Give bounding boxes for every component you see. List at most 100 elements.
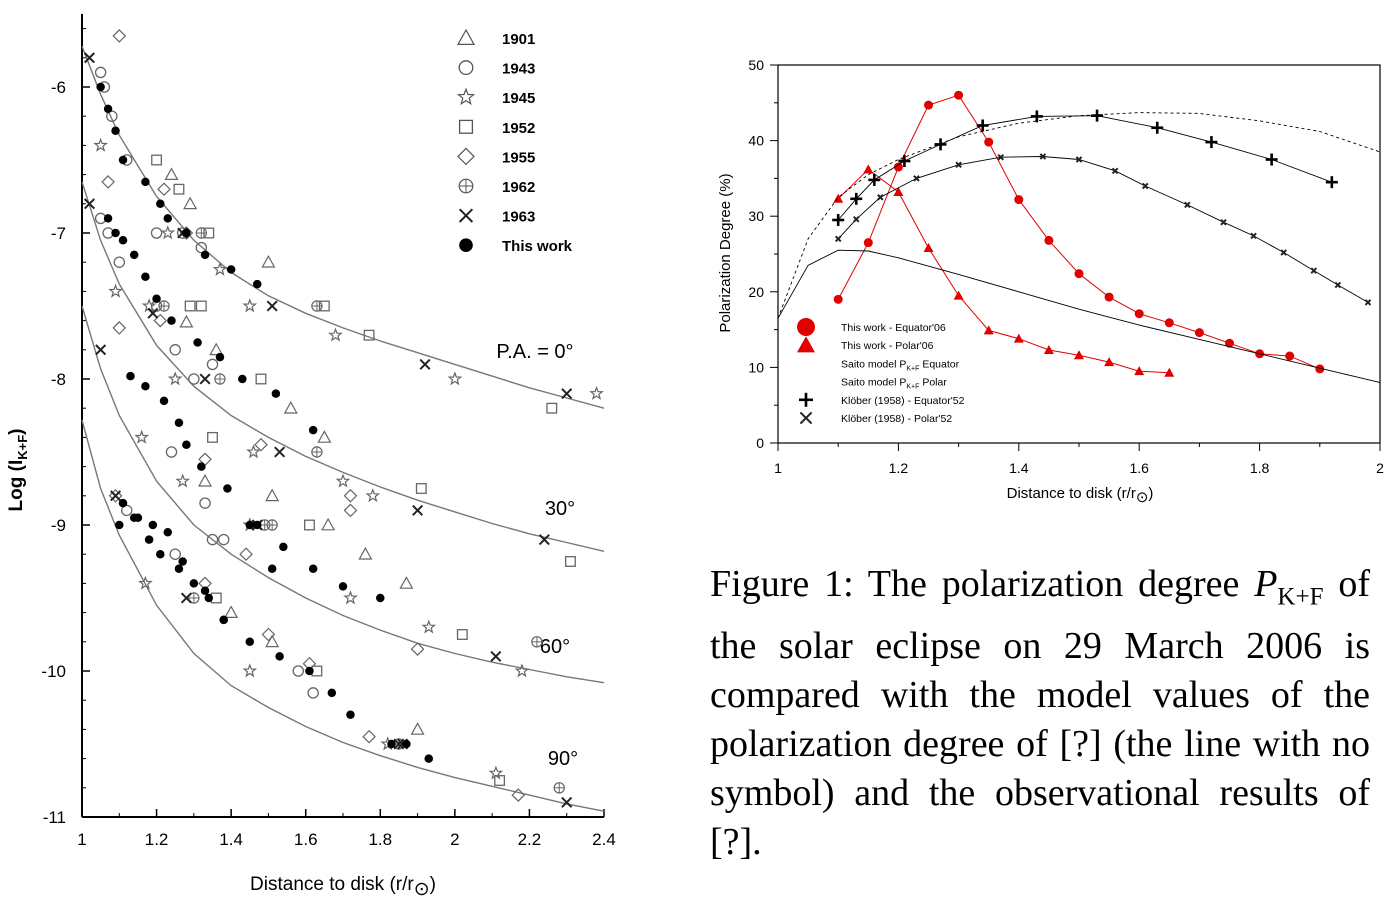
series-point (953, 290, 964, 300)
right-y-tick-label: 10 (748, 359, 764, 375)
right-y-tick-label: 30 (748, 208, 764, 224)
legend-marker (458, 208, 474, 223)
data-point (209, 342, 224, 356)
legend-marker (456, 87, 476, 106)
data-point (308, 425, 318, 435)
data-point (96, 82, 105, 92)
data-point (589, 385, 604, 400)
data-point (346, 710, 355, 720)
series-point (1225, 338, 1234, 348)
data-point (399, 576, 414, 589)
series-point (1104, 292, 1114, 302)
data-point (111, 228, 120, 238)
series-point (1184, 201, 1191, 209)
data-point (141, 382, 150, 391)
series-point (924, 100, 933, 110)
data-point (138, 575, 153, 590)
data-point (115, 520, 124, 530)
data-point (303, 519, 315, 531)
data-point (255, 373, 267, 385)
legend-label: Klöber (1958) - Polar'52 (841, 413, 952, 425)
right-x-ticks: 1 1.2 1.4 1.6 1.8 2 (774, 443, 1384, 476)
data-point (126, 371, 135, 381)
data-point (261, 627, 276, 642)
data-point (424, 754, 434, 763)
left-legend: 1901 1943 1945 1952 1955 1962 1963 This work (456, 28, 573, 255)
data-point (182, 440, 191, 449)
legend-label: 1955 (502, 149, 535, 166)
left-x-tick-label: 2.2 (518, 830, 542, 849)
data-point (204, 593, 214, 603)
legend-label-tail: Equator (919, 358, 959, 370)
data-point (118, 155, 128, 165)
data-point (184, 300, 196, 312)
legend-marker (799, 411, 813, 425)
data-point (338, 582, 348, 591)
right-y-ticks: 0 10 20 30 40 50 (748, 57, 778, 451)
legend-marker (797, 318, 815, 336)
left-y-tick-label: -6 (51, 78, 66, 97)
series-point (834, 235, 842, 243)
data-point (157, 182, 171, 197)
series-point (1075, 156, 1083, 163)
curve-label: 30° (545, 498, 575, 520)
right-legend: This work - Equator'06 This work - Polar'… (797, 318, 965, 425)
data-point (305, 666, 314, 676)
data-point (447, 371, 463, 386)
data-point (362, 729, 376, 744)
data-point (165, 446, 178, 458)
legend-label: 1952 (502, 120, 535, 137)
data-point (376, 593, 385, 603)
data-point (343, 488, 358, 503)
series-point (833, 294, 843, 304)
series-point (850, 192, 863, 205)
left-x-tick-label: 2 (450, 830, 459, 849)
data-point (160, 225, 176, 240)
data-point (95, 344, 107, 356)
series-point (1164, 318, 1174, 328)
legend-label-part: Saito model P (841, 377, 906, 389)
legend-label-sub: K+F (906, 365, 919, 372)
data-point (195, 227, 208, 239)
left-y-tick-label: -10 (41, 662, 66, 681)
data-point (164, 167, 179, 180)
data-point (271, 389, 281, 398)
data-point (252, 520, 262, 530)
data-point (242, 298, 258, 313)
data-point (317, 430, 332, 443)
data-point (252, 279, 262, 289)
data-point (553, 782, 565, 794)
data-point (175, 473, 191, 488)
data-point (363, 329, 375, 341)
legend-label: This work - Polar'06 (841, 340, 934, 352)
right-y-tick-label: 0 (756, 435, 764, 451)
series-point (1325, 176, 1338, 189)
data-point (199, 373, 211, 385)
data-point (83, 52, 95, 64)
series-point (1250, 232, 1257, 240)
right-x-tick-label: 1.8 (1250, 460, 1270, 476)
left-y-axis-label: Log (IK+F) (6, 429, 30, 512)
figure-caption: Figure 1: The polarization degree PK+F o… (710, 560, 1370, 867)
data-point (197, 462, 206, 471)
data-point (328, 327, 343, 342)
data-point (456, 629, 468, 640)
data-point (514, 663, 530, 678)
series-point (1030, 110, 1043, 123)
data-point (151, 154, 163, 166)
data-point (245, 520, 255, 530)
data-point (421, 619, 437, 634)
data-point (174, 418, 184, 428)
curve-label: 90° (548, 748, 578, 770)
left-model-curves: P.A. = 0° 30° 60° 90° (81, 45, 605, 812)
data-point (538, 534, 550, 546)
data-point (153, 313, 168, 328)
data-point (152, 294, 161, 303)
right-y-tick-label: 40 (748, 133, 764, 149)
legend-marker (797, 336, 815, 353)
data-point (239, 547, 253, 562)
model-curve (81, 181, 605, 552)
series-point (1134, 366, 1145, 376)
data-point (261, 254, 276, 268)
data-point (308, 564, 318, 574)
